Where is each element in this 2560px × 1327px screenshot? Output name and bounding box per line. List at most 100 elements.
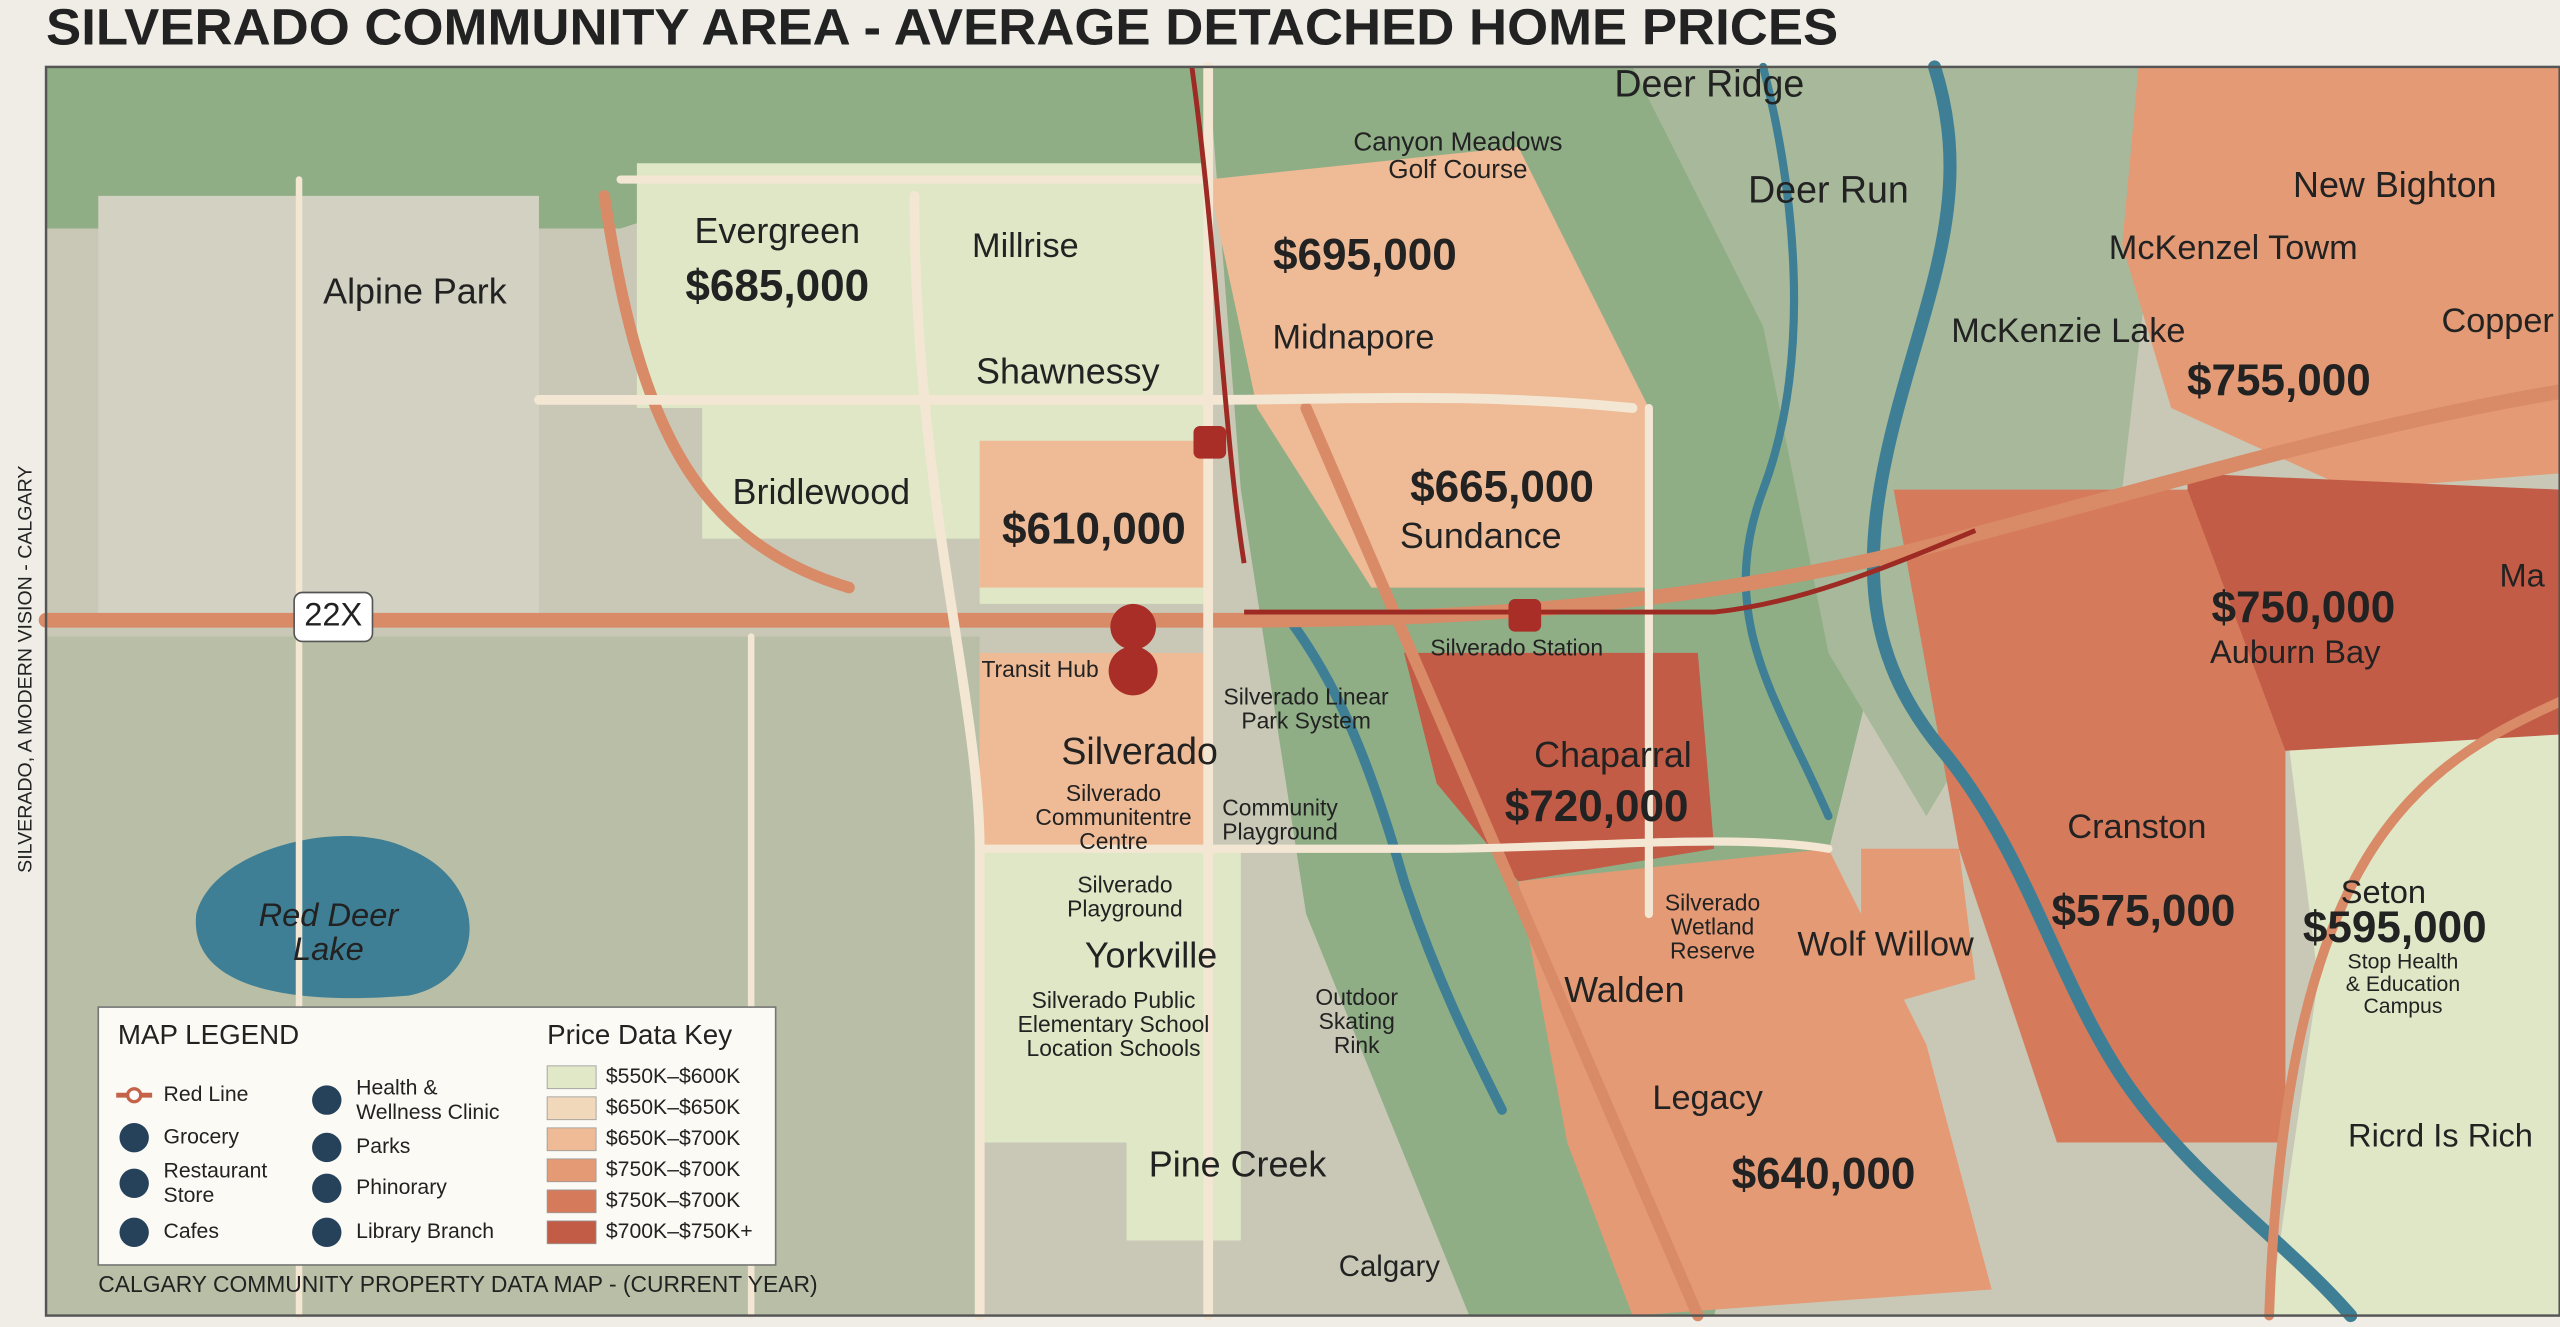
legend: MAP LEGEND Red Line Grocery RestaurantStore… [97,1006,777,1266]
legend-label: Library Branch [356,1220,494,1243]
price-key-swatch [546,1220,597,1245]
place-label: Chaparral [1534,735,1692,775]
price-label: $575,000 [2052,887,2236,936]
place-label: Alpine Park [323,271,507,311]
place-label: Stop Health [2348,951,2459,974]
place-label: McKenzel Towm [2109,229,2358,267]
transit-icons [1108,426,1542,696]
price-label: $755,000 [2187,356,2371,405]
legend-label: Parks [356,1135,410,1158]
legend-icon [312,1132,342,1163]
place-label: Location Schools [1027,1035,1201,1061]
price-key-swatch [546,1158,597,1183]
legend-label: Wellness Clinic [356,1101,500,1124]
place-label: Shawnessy [976,351,1160,391]
place-label: Pine Creek [1149,1145,1327,1185]
price-key-swatch [546,1127,597,1152]
price-key-label: $550K–$600K [606,1065,740,1088]
place-label: Cranston [2067,808,2206,846]
place-label: Auburn Bay [2210,633,2381,670]
place-label: Silverado [1665,889,1760,915]
price-key-label: $650K–$650K [606,1096,740,1119]
place-label: Legacy [1652,1079,1763,1117]
place-label: Silverado [1066,780,1161,806]
place-label: Calgary [1339,1250,1441,1283]
price-key-label: $700K–$750K+ [606,1220,753,1243]
legend-label: Store [164,1184,215,1207]
legend-icon [119,1217,149,1248]
place-label: Ricrd Is Rich [2348,1116,2533,1153]
place-label: Golf Course [1388,154,1527,184]
place-label: Rink [1334,1032,1380,1058]
price-label: $610,000 [1002,505,1186,554]
place-label: Wolf Willow [1797,926,1974,964]
price-label: $750,000 [2212,583,2396,632]
place-label: Canyon Meadows [1353,127,1562,157]
place-label: McKenzie Lake [1951,312,2185,350]
price-key-swatch [546,1189,597,1214]
place-label: Park System [1241,708,1370,734]
legend-icon [312,1217,342,1248]
place-label: Playground [1222,819,1338,845]
price-key-title: Price Data Key [547,1019,732,1050]
price-key-swatch [546,1096,597,1121]
place-label: Silverado Linear [1224,684,1389,710]
place-label: Playground [1067,895,1183,921]
place-label: Wetland [1671,913,1754,939]
legend-title: MAP LEGEND [118,1019,299,1050]
place-label: Silverado [1061,730,1217,772]
price-key-swatch [546,1065,597,1090]
place-label: Campus [2363,995,2442,1018]
place-label: Midnapore [1272,319,1434,357]
side-text: SILVERADO, A MODERN VISION - CALGARY [15,466,37,873]
place-label: Walden [1564,970,1684,1010]
legend-label: Restaurant [164,1160,268,1183]
place-label: & Education [2346,973,2460,996]
legend-icon [126,1087,143,1104]
place-label: Seton [2341,873,2426,910]
place-label: Yorkville [1085,936,1217,976]
place-label: Community [1222,795,1338,821]
place-label: Bridlewood [733,472,911,512]
legend-icon [119,1122,149,1153]
legend-icon [312,1173,342,1203]
price-label: $685,000 [685,262,869,311]
place-label: Sundance [1400,516,1562,556]
place-label: Communitentre [1035,804,1191,830]
place-label: Skating [1319,1008,1395,1034]
legend-icon [312,1085,342,1115]
place-label: Evergreen [694,211,860,251]
price-label: $720,000 [1505,782,1689,831]
place-label: Silverado [1077,871,1172,897]
price-label: $640,000 [1732,1149,1916,1198]
place-label: Deer Run [1748,169,1909,211]
price-label: $595,000 [2303,903,2487,952]
legend-label: Grocery [164,1125,240,1148]
map-base [38,60,2560,1323]
price-key-label: $650K–$700K [606,1127,740,1150]
legend-label: Red Line [164,1083,249,1106]
legend-icon [119,1168,149,1199]
footer: CALGARY COMMUNITY PROPERTY DATA MAP - (C… [98,1271,817,1297]
place-label: Lake [293,930,364,967]
place-label: Transit Hub [981,656,1098,682]
price-key-label: $750K–$700K [606,1189,740,1212]
route-shield [293,591,374,643]
price-label: $695,000 [1273,231,1457,280]
place-label: Deer Ridge [1614,62,1804,104]
place-label: Reserve [1670,937,1755,963]
price-key-label: $750K–$700K [606,1158,740,1181]
place-label: Centre [1079,828,1148,854]
place-label: Silverado Public [1032,987,1196,1013]
place-label: Outdoor [1315,984,1398,1010]
place-label: Red Deer [259,896,400,933]
place-label: 22X [304,596,362,633]
place-label: Copper [2441,302,2553,340]
legend-label: Health & [356,1076,437,1099]
legend-label: Phinorary [356,1176,447,1199]
place-label: Silverado Station [1430,635,1603,661]
place-label: New Bighton [2293,165,2497,205]
place-label: Millrise [972,227,1079,265]
